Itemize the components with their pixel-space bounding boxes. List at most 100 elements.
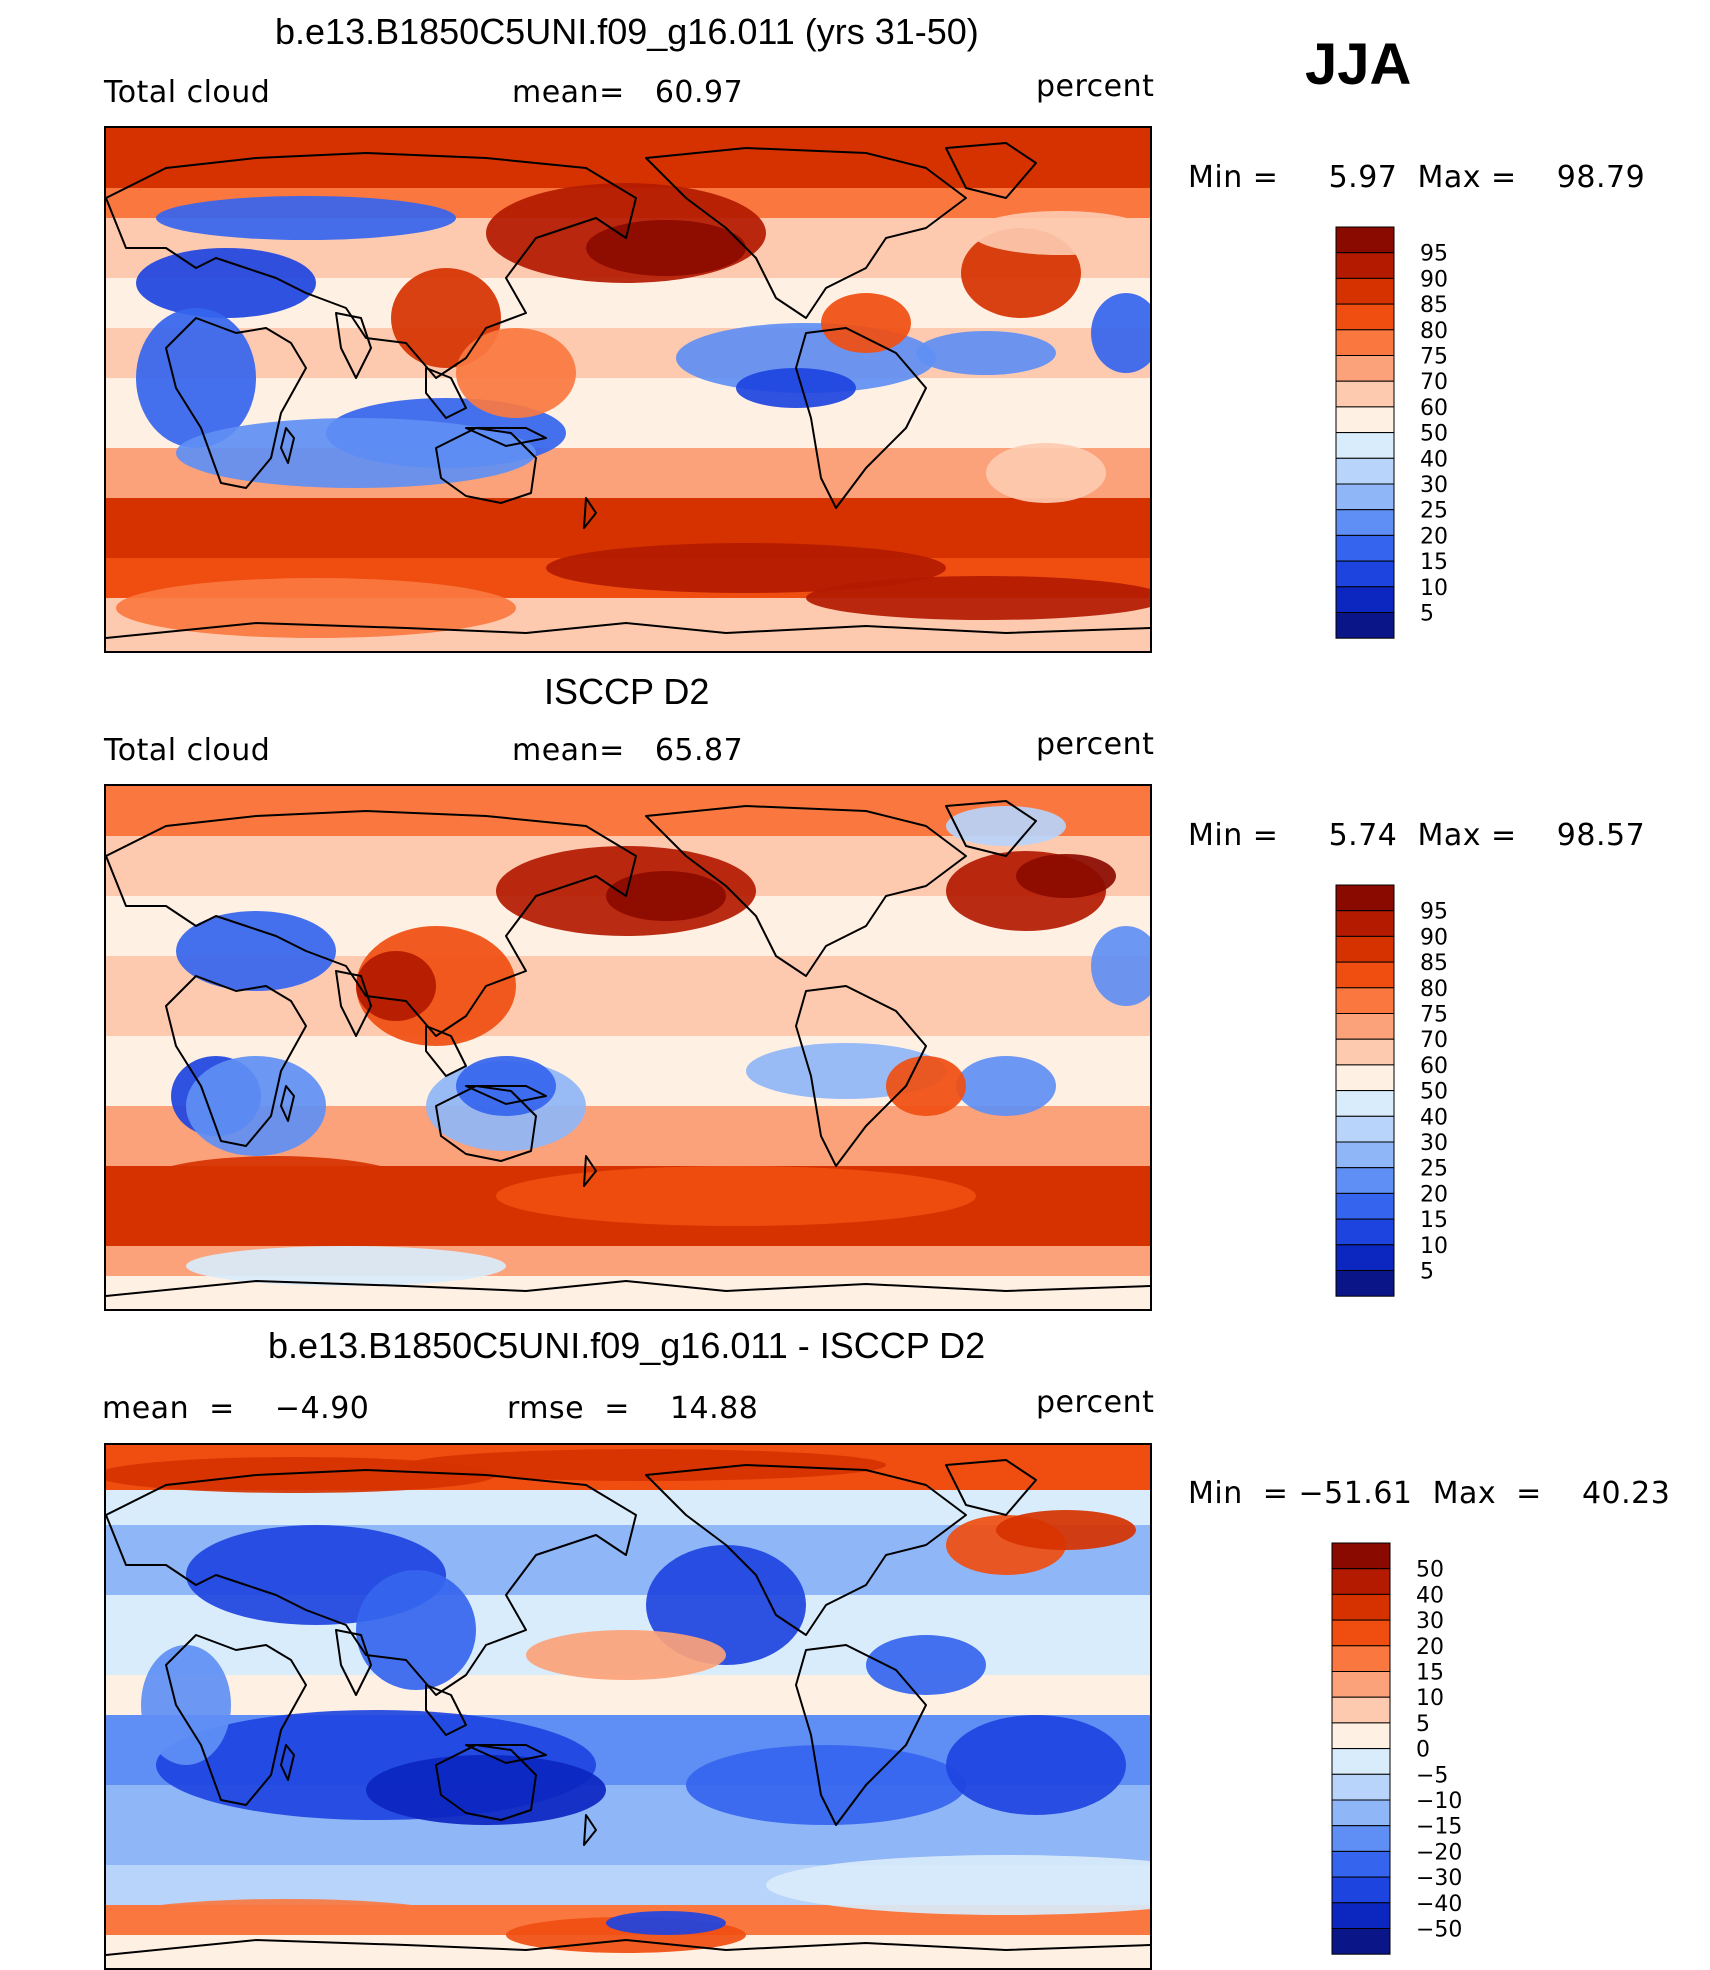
colorbar-swatch: [1331, 1568, 1391, 1595]
coastline: [795, 985, 927, 1167]
contour-region: [496, 1166, 976, 1226]
colorbar-tick-label: −5: [1416, 1763, 1448, 1788]
colorbar-swatch: [1335, 586, 1395, 613]
panel-1-title: b.e13.B1850C5UNI.f09_g16.011 (yrs 31-50): [275, 11, 979, 52]
contour-region: [141, 1645, 231, 1765]
colorbar-swatch: [1331, 1593, 1391, 1621]
colorbar-tick-label: 95: [1420, 242, 1448, 267]
colorbar-swatch: [1335, 226, 1395, 254]
colorbar-tick-label: 30: [1420, 1131, 1448, 1156]
colorbar-swatch: [1335, 1141, 1395, 1169]
contour-region: [136, 1156, 416, 1216]
contour-region: [971, 211, 1150, 255]
contour-region: [366, 1755, 606, 1825]
colorbar-tick-label: 10: [1420, 576, 1448, 601]
contour-region: [866, 1635, 986, 1695]
contour-region: [1091, 293, 1150, 373]
contour-region: [1091, 926, 1150, 1006]
colorbar-tick-label: 20: [1420, 1182, 1448, 1207]
coastline: [280, 1744, 295, 1781]
colorbar-tick-label: −50: [1416, 1918, 1462, 1943]
panel-1-colorbar: 95 90 85 80 75 70 60 50 40 30 25 20 15 10 5: [1335, 226, 1496, 642]
colorbar-tick-label: 75: [1420, 345, 1448, 370]
colorbar-swatch: [1335, 1064, 1395, 1092]
coastline: [583, 497, 597, 529]
coastline: [335, 312, 372, 379]
contour-region: [736, 368, 856, 408]
coastline: [435, 1744, 537, 1821]
contour-region: [456, 328, 576, 418]
panel-2-mean: mean= 65.87: [512, 733, 744, 768]
contour-band: [106, 1675, 1150, 1715]
panel-1-mean: mean= 60.97: [512, 75, 744, 110]
colorbar-swatch: [1335, 252, 1395, 279]
panel-1-units: percent: [1036, 69, 1155, 104]
colorbar-swatch: [1335, 1218, 1395, 1246]
panel-3-colorbar: 50 40 30 20 15 10 5 0 −5 −10 −15 −20 −30 −40 −50: [1331, 1542, 1492, 1958]
colorbar-tick-label: 60: [1420, 396, 1448, 421]
coastline: [645, 805, 967, 977]
panel-3-rmse: rmse = 14.88: [507, 1391, 759, 1426]
colorbar-swatch: [1335, 432, 1395, 459]
colorbar-swatch: [1331, 1799, 1391, 1827]
colorbar-tick-label: 20: [1420, 524, 1448, 549]
contour-region: [406, 1449, 886, 1481]
panel-3-minmax: Min = −51.61 Max = 40.23: [1188, 1476, 1671, 1511]
coastline: [425, 367, 467, 419]
colorbar-tick-label: 75: [1420, 1003, 1448, 1028]
coastline: [165, 975, 307, 1147]
colorbar-swatch: [1335, 1013, 1395, 1040]
panel-3-units: percent: [1036, 1385, 1155, 1420]
coastline: [425, 1025, 467, 1077]
contour-region: [136, 308, 256, 448]
colorbar-tick-label: 95: [1420, 900, 1448, 925]
contour-region: [956, 1056, 1056, 1116]
contour-region: [106, 1457, 496, 1493]
coastline: [945, 1459, 1037, 1516]
colorbar-swatch: [1335, 277, 1395, 305]
colorbar-swatch: [1335, 910, 1395, 937]
colorbar-tick-label: 15: [1416, 1661, 1444, 1686]
coastline: [465, 1085, 547, 1105]
colorbar-tick-label: 70: [1420, 370, 1448, 395]
colorbar-swatch: [1331, 1645, 1391, 1673]
colorbar-tick-label: 30: [1420, 473, 1448, 498]
coastline: [106, 152, 637, 379]
colorbar-swatch: [1335, 329, 1395, 357]
coastline: [165, 317, 307, 489]
colorbar-swatch: [1331, 1722, 1391, 1750]
colorbar-swatch: [1335, 1244, 1395, 1271]
panel-2-title: ISCCP D2: [544, 671, 710, 712]
colorbar-swatch: [1335, 534, 1395, 562]
contour-region: [176, 418, 536, 488]
coastline: [945, 142, 1037, 199]
coastline: [106, 1280, 1150, 1297]
colorbar-tick-label: 0: [1416, 1738, 1430, 1763]
colorbar-tick-label: 40: [1420, 447, 1448, 472]
contour-region: [916, 331, 1056, 375]
panel-2-minmax: Min = 5.74 Max = 98.57: [1188, 818, 1646, 853]
colorbar-tick-label: −20: [1416, 1840, 1462, 1865]
colorbar-swatch: [1335, 1115, 1395, 1143]
colorbar-tick-label: 90: [1420, 925, 1448, 950]
coastline: [106, 810, 637, 1037]
contour-region: [356, 951, 436, 1021]
colorbar-tick-label: 30: [1416, 1609, 1444, 1634]
contour-region: [126, 1899, 446, 1931]
coastline: [795, 327, 927, 509]
contour-region: [821, 293, 911, 353]
colorbar-tick-label: 70: [1420, 1028, 1448, 1053]
colorbar-swatch: [1335, 612, 1395, 639]
contour-region: [946, 806, 1066, 846]
colorbar-tick-label: 80: [1420, 977, 1448, 1002]
colorbar-swatch: [1335, 355, 1395, 382]
coastline: [945, 800, 1037, 857]
colorbar-tick-label: 50: [1416, 1558, 1444, 1583]
coastline: [435, 1085, 537, 1162]
season-label: JJA: [1305, 32, 1412, 97]
colorbar-swatch: [1335, 380, 1395, 408]
coastline: [280, 427, 295, 464]
colorbar-tick-label: 20: [1416, 1635, 1444, 1660]
contour-region: [766, 1855, 1150, 1915]
contour-region: [1016, 854, 1116, 898]
